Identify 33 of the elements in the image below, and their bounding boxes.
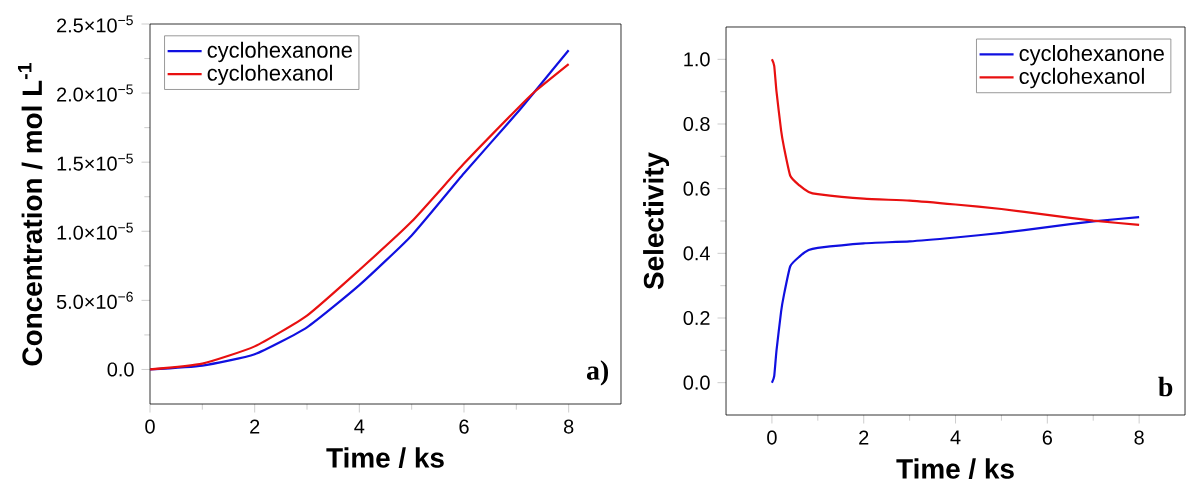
x-tick-label: 6 xyxy=(459,419,469,434)
y-tick-label: 0.8 xyxy=(683,116,710,132)
x-tick-label: 6 xyxy=(1042,430,1052,445)
x-tick-label: 2 xyxy=(250,419,260,434)
x-tick-label: 4 xyxy=(950,430,961,445)
y-tick-label: 1.0×10$^{−5}$ xyxy=(57,222,133,240)
y-tick-label: 0.0 xyxy=(683,375,710,390)
y-tick-label: 0.0 xyxy=(107,362,134,377)
x-tick-label: 0 xyxy=(145,419,155,434)
y-tick-label: 0.6 xyxy=(683,181,710,196)
y-tick-label: 0.4 xyxy=(683,246,710,261)
annotation: b xyxy=(1158,376,1173,397)
y-tick-label: 2.5×10$^{−5}$ xyxy=(57,15,133,33)
y-tick-label: 1.0 xyxy=(684,52,710,67)
annotation: a) xyxy=(586,360,609,386)
x-tick-label: 0 xyxy=(767,430,777,445)
y-tick-label: 0.2 xyxy=(683,310,710,326)
x-axis-title: Time / ks xyxy=(326,447,444,469)
x-axis-title: Time / ks xyxy=(896,458,1014,480)
x-tick-label: 8 xyxy=(563,419,574,434)
y-tick-label: 5.0×10$^{−6}$ xyxy=(56,291,133,309)
y-tick-label: 1.5×10$^{−5}$ xyxy=(57,153,133,171)
legend-label: cyclohexanol xyxy=(207,64,332,86)
legend-label: cyclohexanone xyxy=(1019,45,1164,66)
line-series xyxy=(770,216,1141,384)
x-tick-label: 2 xyxy=(859,430,869,445)
y-axis-title: Selectivity xyxy=(643,152,670,290)
y-axis-title: Concentration / mol L$^{-1}$ xyxy=(17,63,43,366)
legend-label: cyclohexanol xyxy=(1019,67,1144,89)
x-tick-label: 4 xyxy=(354,419,365,434)
legend-label: cyclohexanone xyxy=(207,41,352,63)
y-tick-label: 2.0×10$^{−5}$ xyxy=(57,84,133,102)
x-tick-label: 8 xyxy=(1134,430,1144,445)
